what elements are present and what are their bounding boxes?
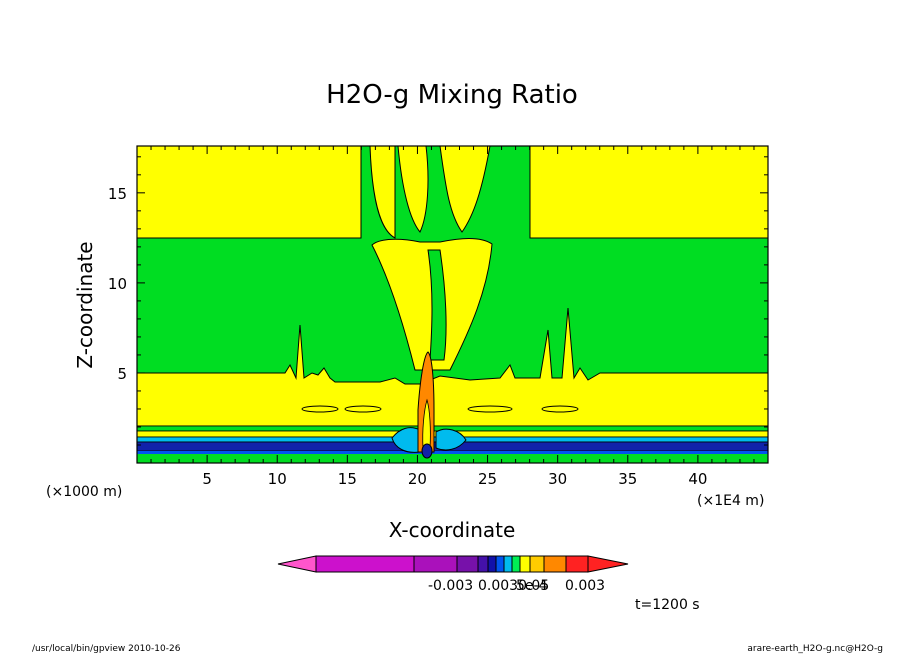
- time-label: t=1200 s: [635, 597, 700, 613]
- y-axis-label: Z-coordinate: [73, 241, 97, 368]
- y-tick-label: 5: [117, 365, 127, 383]
- lower-yellow-band: [137, 307, 768, 427]
- colorbar-swatch: [529, 555, 545, 573]
- colorbar-swatch: [477, 555, 489, 573]
- colorbar-swatch: [413, 555, 458, 573]
- x-tick-label: 35: [618, 470, 637, 488]
- upper-right-yellow-region: [529, 146, 768, 239]
- colorbar-labels: -0.003 0.0030.05 5e-4 0.003: [428, 578, 605, 594]
- colorbar-over-arrow: [587, 555, 629, 573]
- x-axis-ticks: 5 10 15 20 25 30 35 40: [150, 146, 755, 488]
- colorbar-swatch: [487, 555, 497, 573]
- colorbar-swatch: [503, 555, 513, 573]
- surface-blue-strip: [137, 451, 768, 454]
- x-unit-left-label: (×1000 m): [46, 484, 122, 500]
- mid-plume-green-channel: [427, 249, 447, 361]
- core-dark-cell: [421, 443, 433, 459]
- colorbar-label: 0.0030.05: [478, 578, 549, 594]
- upper-plume-yellow-center: [397, 146, 429, 233]
- y-axis-ticks: 5 10 15: [108, 156, 768, 446]
- x-tick-label: 40: [688, 470, 707, 488]
- upper-plume-yellow-left: [369, 146, 396, 239]
- plot-frame: [136, 145, 769, 464]
- colorbar-swatch: [565, 555, 589, 573]
- colorbar-swatch: [495, 555, 505, 573]
- x-unit-right-label: (×1E4 m): [697, 493, 764, 509]
- colorbar-label: 0.003: [565, 578, 605, 594]
- y-tick-label: 10: [108, 275, 127, 293]
- x-axis-label: X-coordinate: [389, 518, 516, 542]
- colorbar-label: 5e-4: [516, 578, 548, 594]
- convective-core-inner: [422, 398, 431, 449]
- colorbar-label: -0.003: [428, 578, 473, 594]
- upper-plume-yellow-right: [439, 146, 491, 233]
- contour-field: [137, 146, 768, 463]
- x-tick-label: 10: [268, 470, 287, 488]
- footer-left: /usr/local/bin/gpview 2010-10-26: [32, 644, 181, 654]
- x-tick-label: 5: [202, 470, 212, 488]
- y-tick-label: 15: [108, 185, 127, 203]
- colorbar-swatch: [315, 555, 415, 573]
- colorbar-under-arrow: [277, 555, 317, 573]
- inner-contour-ellipse: [301, 405, 339, 413]
- colorbar: [277, 555, 629, 573]
- colorbar-swatch: [456, 555, 479, 573]
- colorbar-swatch: [511, 555, 521, 573]
- x-tick-label: 25: [478, 470, 497, 488]
- x-tick-label: 30: [548, 470, 567, 488]
- chart-title: H2O-g Mixing Ratio: [326, 80, 578, 110]
- x-tick-label: 15: [338, 470, 357, 488]
- colorbar-swatch: [543, 555, 567, 573]
- footer-right: arare-earth_H2O-g.nc@H2O-g: [747, 644, 883, 654]
- x-tick-label: 20: [408, 470, 427, 488]
- colorbar-swatch: [519, 555, 531, 573]
- upper-left-yellow-region: [137, 146, 362, 239]
- inner-contour-ellipse: [467, 405, 513, 413]
- inner-contour-ellipse: [344, 405, 382, 413]
- cyan-anomaly-right: [435, 428, 467, 451]
- inner-contour-ellipse: [541, 405, 579, 413]
